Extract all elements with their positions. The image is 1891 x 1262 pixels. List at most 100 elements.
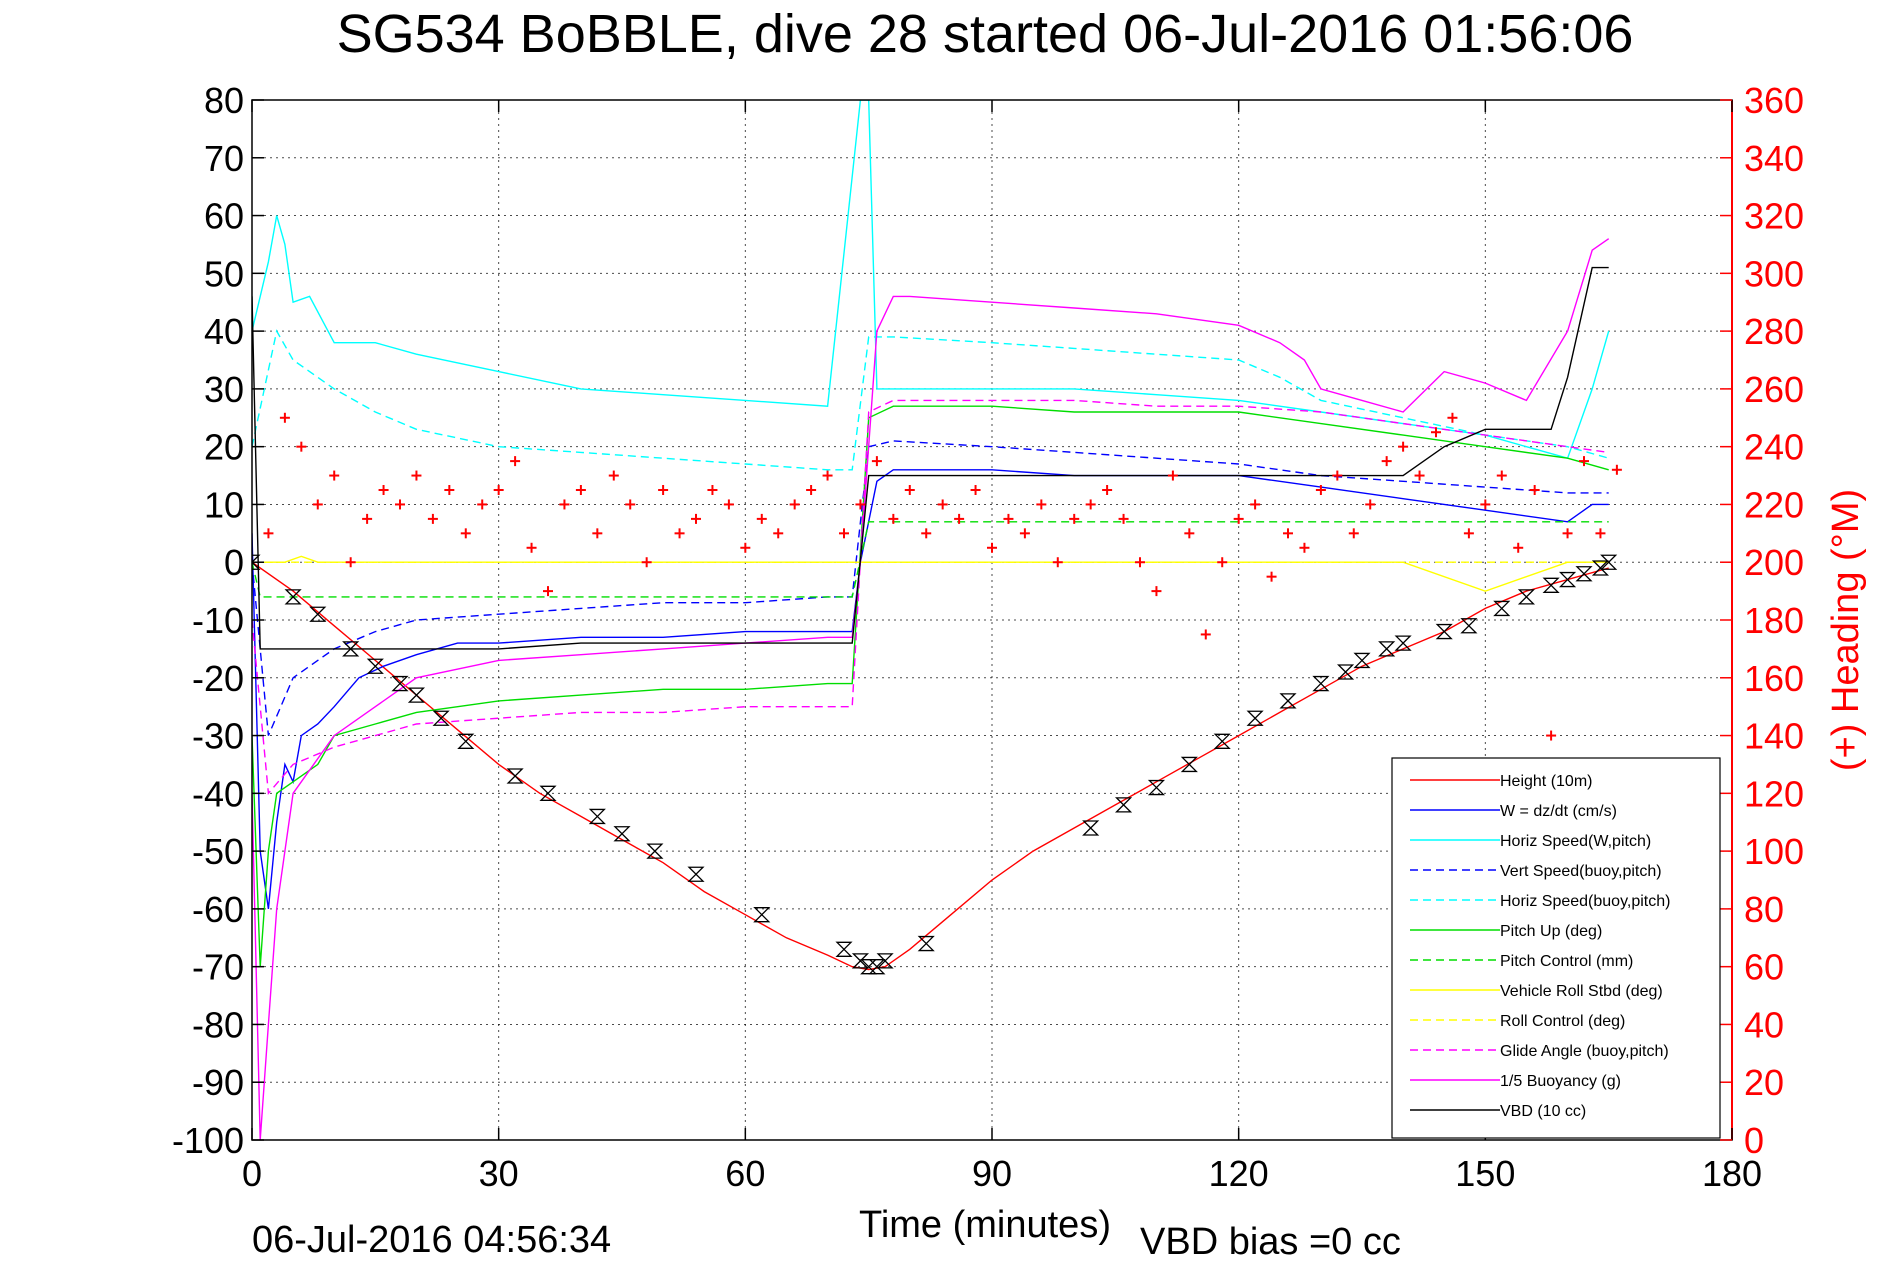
- y-tick-label: 20: [204, 427, 244, 468]
- heading-marker: [1315, 485, 1326, 495]
- surface-marker: [1493, 600, 1511, 617]
- y2-tick-label: 140: [1744, 716, 1804, 757]
- heading-marker: [1496, 470, 1507, 481]
- surface-marker: [432, 710, 450, 726]
- surface-marker: [391, 675, 409, 692]
- heading-marker: [1036, 499, 1047, 510]
- surface-marker: [1279, 693, 1297, 709]
- surface-marker: [851, 953, 870, 969]
- legend-label: Pitch Up (deg): [1500, 923, 1602, 940]
- y2-tick-label: 20: [1744, 1062, 1784, 1103]
- heading-marker: [839, 528, 849, 539]
- heading-marker: [1365, 499, 1376, 510]
- heading-marker: [789, 499, 800, 510]
- surface-marker: [1213, 733, 1231, 749]
- heading-marker: [937, 499, 948, 510]
- heading-marker: [1431, 427, 1441, 438]
- surface-marker: [588, 808, 606, 825]
- heading-marker: [625, 499, 636, 510]
- heading-marker: [1250, 499, 1261, 510]
- y2-tick-label: 0: [1744, 1120, 1764, 1161]
- heading-marker: [1200, 629, 1211, 640]
- heading-marker: [723, 499, 734, 510]
- x-tick-label: 90: [972, 1153, 1012, 1194]
- y2-tick-label: 120: [1744, 773, 1804, 814]
- heading-marker: [1069, 513, 1080, 524]
- heading-marker: [1167, 470, 1178, 481]
- heading-marker: [1546, 730, 1557, 741]
- y2-tick-label: 320: [1744, 196, 1804, 237]
- heading-marker: [608, 470, 619, 481]
- heading-marker: [1579, 456, 1589, 467]
- legend-item: Pitch Up (deg): [1410, 923, 1602, 940]
- y-tick-label: 50: [204, 253, 244, 294]
- y-tick-label: -40: [192, 773, 244, 814]
- legend: Height (10m) W = dz/dt (cm/s) Horiz Speed(…: [1391, 757, 1721, 1139]
- heading-marker: [756, 513, 767, 524]
- heading-marker: [1019, 528, 1030, 539]
- series-vbd-10-cc: [252, 266, 1609, 650]
- footer-vbd-bias: VBD bias =0 cc: [1140, 1221, 1401, 1262]
- y-tick-label: 10: [204, 484, 244, 525]
- x-tick-label: 120: [1209, 1153, 1269, 1194]
- heading-marker: [1595, 528, 1606, 539]
- legend-label: Height (10m): [1500, 773, 1592, 790]
- surface-marker: [284, 589, 302, 605]
- legend-label: Vehicle Roll Stbd (deg): [1500, 983, 1663, 1000]
- chart-title: SG534 BoBBLE, dive 28 started 06-Jul-201…: [337, 4, 1634, 64]
- legend-item: Roll Control (deg): [1410, 1013, 1625, 1030]
- heading-marker: [773, 528, 784, 539]
- heading-marker: [362, 513, 373, 524]
- heading-marker: [1151, 586, 1162, 597]
- heading-marker: [1562, 528, 1573, 539]
- tick-marks: [251, 99, 1733, 1141]
- heading-marker: [526, 542, 537, 553]
- surface-marker: [1435, 623, 1453, 640]
- surface-marker: [917, 935, 935, 952]
- heading-marker: [559, 499, 570, 510]
- y2-tick-label: 240: [1744, 427, 1804, 468]
- legend-item: Horiz Speed(buoy,pitch): [1410, 893, 1670, 910]
- y2-tick-label: 200: [1744, 542, 1804, 583]
- heading-marker: [477, 499, 488, 510]
- heading-marker: [312, 499, 323, 510]
- legend-box: [1391, 757, 1721, 1139]
- surface-marker: [1082, 820, 1100, 836]
- heading-marker: [658, 485, 669, 495]
- surface-marker: [342, 641, 360, 657]
- y2-tick-label: 100: [1744, 831, 1804, 872]
- y-tick-label: -90: [192, 1062, 244, 1103]
- surface-marker: [252, 554, 261, 570]
- surface-marker: [539, 785, 557, 801]
- legend-item: Vehicle Roll Stbd (deg): [1410, 983, 1663, 1000]
- surface-marker: [1114, 797, 1133, 813]
- legend-item: Height (10m): [1410, 773, 1592, 790]
- heading-marker: [1003, 513, 1014, 524]
- y-tick-label: 60: [204, 196, 244, 237]
- x-tick-labels: 0 30 60 90 120 150 180: [242, 1153, 1762, 1194]
- heading-marker: [1513, 542, 1524, 553]
- heading-marker: [1283, 528, 1293, 539]
- heading-marker: [1414, 470, 1425, 481]
- y-tick-label: -10: [192, 600, 244, 641]
- heading-marker: [806, 485, 817, 495]
- heading-marker: [1233, 513, 1244, 524]
- legend-item: W = dz/dt (cm/s): [1410, 803, 1617, 820]
- y2-tick-labels: 3603403203002802602402202001801601401201…: [1744, 80, 1804, 1161]
- surface-marker: [1312, 675, 1330, 692]
- heading-marker: [575, 485, 586, 495]
- x-tick-label: 60: [725, 1153, 765, 1194]
- surface-marker: [753, 907, 771, 923]
- legend-label: W = dz/dt (cm/s): [1500, 803, 1617, 820]
- y2-tick-label: 60: [1744, 947, 1784, 988]
- series-pitch-up-deg: [252, 405, 1609, 967]
- heading-marker: [904, 485, 915, 495]
- heading-marker: [970, 485, 981, 495]
- x-tick-label: 0: [242, 1153, 262, 1194]
- series-pitch-control-mm: [252, 521, 1609, 598]
- surface-marker: [868, 959, 886, 975]
- surface-marker: [1180, 756, 1198, 773]
- heading-marker: [329, 470, 340, 481]
- y-tick-label: 80: [204, 80, 244, 121]
